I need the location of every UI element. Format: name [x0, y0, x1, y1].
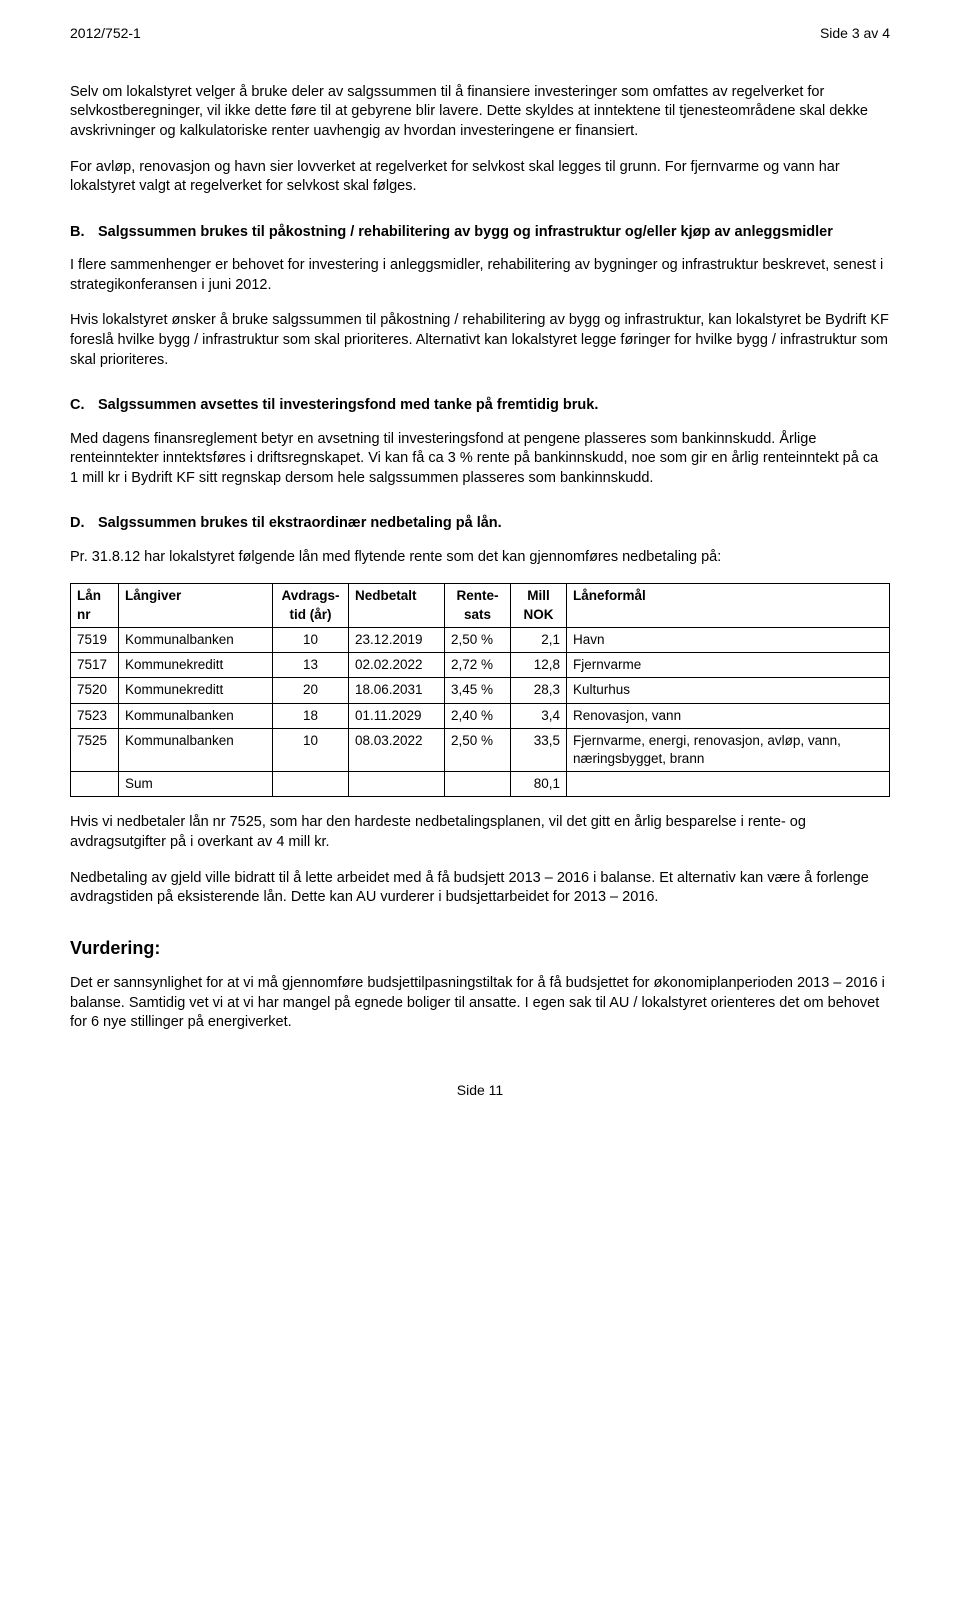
table-cell: 10 [273, 728, 349, 771]
th-nedbetalt: Nedbetalt [349, 584, 445, 627]
table-cell: 7523 [71, 703, 119, 728]
table-cell: 2,40 % [445, 703, 511, 728]
table-cell: 18 [273, 703, 349, 728]
table-cell: Sum [119, 772, 273, 797]
table-cell: Renovasjon, vann [567, 703, 890, 728]
loan-table: Lån nr Långiver Avdrags-tid (år) Nedbeta… [70, 583, 890, 797]
table-cell: 2,50 % [445, 728, 511, 771]
table-cell: 08.03.2022 [349, 728, 445, 771]
table-cell: 2,1 [511, 627, 567, 652]
page-header: 2012/752-1 Side 3 av 4 [70, 24, 890, 43]
table-row: 7519Kommunalbanken1023.12.20192,50 %2,1H… [71, 627, 890, 652]
table-cell [71, 772, 119, 797]
vurdering-heading: Vurdering: [70, 936, 890, 960]
paragraph: Selv om lokalstyret velger å bruke deler… [70, 83, 890, 142]
section-letter: D. [70, 514, 98, 534]
table-cell: 3,4 [511, 703, 567, 728]
table-cell: 18.06.2031 [349, 678, 445, 703]
header-case-number: 2012/752-1 [70, 24, 141, 43]
table-cell: 33,5 [511, 728, 567, 771]
table-cell: Kulturhus [567, 678, 890, 703]
table-cell [273, 772, 349, 797]
section-heading-d: D. Salgssummen brukes til ekstraordinær … [70, 514, 890, 534]
table-cell [567, 772, 890, 797]
th-langiver: Långiver [119, 584, 273, 627]
document-page: 2012/752-1 Side 3 av 4 Selv om lokalstyr… [0, 0, 960, 1140]
table-cell: Kommunekreditt [119, 678, 273, 703]
table-header-row: Lån nr Långiver Avdrags-tid (år) Nedbeta… [71, 584, 890, 627]
page-footer: Side 11 [70, 1081, 890, 1100]
paragraph: Hvis vi nedbetaler lån nr 7525, som har … [70, 813, 890, 852]
table-cell: Kommunekreditt [119, 653, 273, 678]
table-cell: Fjernvarme [567, 653, 890, 678]
table-cell: 23.12.2019 [349, 627, 445, 652]
section-letter: B. [70, 223, 98, 243]
table-cell: 3,45 % [445, 678, 511, 703]
table-row: 7523Kommunalbanken1801.11.20292,40 %3,4R… [71, 703, 890, 728]
table-cell: Kommunalbanken [119, 627, 273, 652]
paragraph: Pr. 31.8.12 har lokalstyret følgende lån… [70, 548, 890, 568]
th-mill-nok: Mill NOK [511, 584, 567, 627]
table-cell [445, 772, 511, 797]
th-lan-nr: Lån nr [71, 584, 119, 627]
table-cell: Kommunalbanken [119, 728, 273, 771]
section-heading-b: B. Salgssummen brukes til påkostning / r… [70, 223, 890, 243]
header-page-of: Side 3 av 4 [820, 24, 890, 43]
th-avdragstid: Avdrags-tid (år) [273, 584, 349, 627]
table-row: 7525Kommunalbanken1008.03.20222,50 %33,5… [71, 728, 890, 771]
paragraph: Med dagens finansreglement betyr en avse… [70, 430, 890, 489]
table-cell: 7520 [71, 678, 119, 703]
table-cell: Fjernvarme, energi, renovasjon, avløp, v… [567, 728, 890, 771]
section-title: Salgssummen brukes til påkostning / reha… [98, 223, 890, 243]
loan-table-body: 7519Kommunalbanken1023.12.20192,50 %2,1H… [71, 627, 890, 797]
paragraph: Nedbetaling av gjeld ville bidratt til å… [70, 869, 890, 908]
paragraph: Hvis lokalstyret ønsker å bruke salgssum… [70, 311, 890, 370]
section-heading-c: C. Salgssummen avsettes til investerings… [70, 396, 890, 416]
table-cell: 7517 [71, 653, 119, 678]
th-rentesats: Rente-sats [445, 584, 511, 627]
table-cell: 10 [273, 627, 349, 652]
section-title: Salgssummen avsettes til investeringsfon… [98, 396, 890, 416]
table-cell [349, 772, 445, 797]
table-cell: 7519 [71, 627, 119, 652]
table-cell: 28,3 [511, 678, 567, 703]
table-cell: 2,72 % [445, 653, 511, 678]
table-cell: 7525 [71, 728, 119, 771]
table-row: 7517Kommunekreditt1302.02.20222,72 %12,8… [71, 653, 890, 678]
table-cell: 02.02.2022 [349, 653, 445, 678]
th-laneformal: Låneformål [567, 584, 890, 627]
paragraph: I flere sammenhenger er behovet for inve… [70, 256, 890, 295]
table-cell: 20 [273, 678, 349, 703]
table-cell: Havn [567, 627, 890, 652]
table-cell: Kommunalbanken [119, 703, 273, 728]
section-title: Salgssummen brukes til ekstraordinær ned… [98, 514, 890, 534]
table-cell: 12,8 [511, 653, 567, 678]
table-cell: 13 [273, 653, 349, 678]
paragraph: Det er sannsynlighet for at vi må gjenno… [70, 974, 890, 1033]
table-row: 7520Kommunekreditt2018.06.20313,45 %28,3… [71, 678, 890, 703]
table-cell: 80,1 [511, 772, 567, 797]
table-cell: 2,50 % [445, 627, 511, 652]
table-cell: 01.11.2029 [349, 703, 445, 728]
paragraph: For avløp, renovasjon og havn sier lovve… [70, 158, 890, 197]
table-sum-row: Sum 80,1 [71, 772, 890, 797]
section-letter: C. [70, 396, 98, 416]
